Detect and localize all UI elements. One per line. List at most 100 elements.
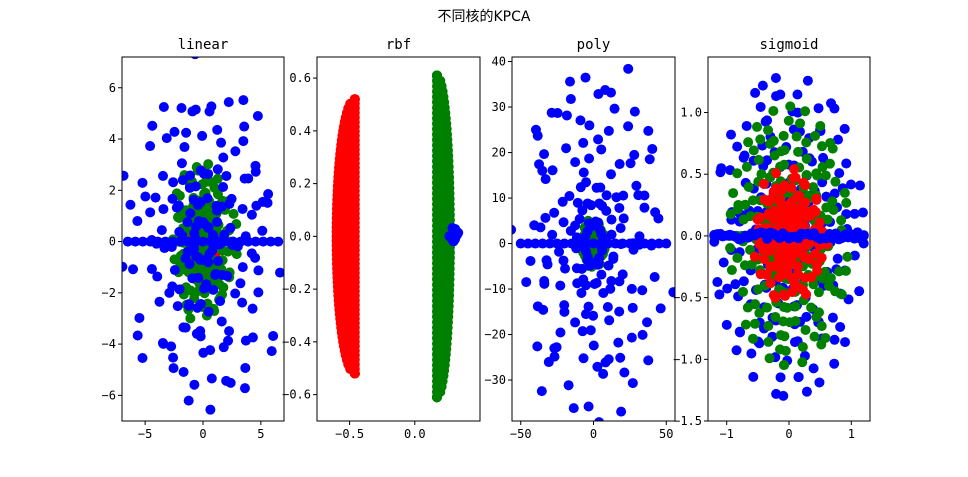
scatter-point-s2 [639,238,650,249]
scatter-point-s2 [230,288,241,299]
scatter-point-s2 [204,106,215,117]
scatter-point-s2 [195,299,206,310]
scatter-point-s2 [771,168,782,179]
scatter-point-s2 [801,289,812,300]
scatter-point-s2 [237,203,248,214]
scatter-point-s2 [774,196,785,207]
subplot-linear: linear −5 0 5 −6 −4 −2 0 2 4 6 [102,37,285,441]
scatter-point-s1 [801,170,812,181]
y-tick-label: 40 [492,55,506,69]
scatter-point-s2 [566,238,577,249]
y-tick-label: 4 [109,132,116,146]
scatter-point-s2 [221,170,232,181]
scatter-point-s2 [275,267,284,278]
scatter-point-s2 [190,57,200,60]
scatter-point-s0 [854,286,865,297]
scatter-point-s2 [789,164,800,175]
scatter-point-s2 [627,378,638,389]
scatter-point-s0 [770,72,781,83]
x-tick-label: −1 [719,427,733,441]
scatter-point-s1 [725,243,736,254]
scatter-point-s2 [212,164,223,175]
y-tick-label: 0.0 [289,229,311,243]
scatter-point-s1 [747,333,758,344]
scatter-point-s1 [791,131,802,142]
scatter-point-s0 [778,390,789,401]
scatter-point-s2 [205,404,216,415]
scatter-point-s2 [147,120,158,131]
scatter-point-s2 [576,263,587,274]
scatter-point-s1 [815,120,826,131]
scatter-point-s1 [801,137,812,148]
scatter-point-s1 [825,272,836,283]
scatter-point-s2 [534,159,545,170]
scatter-point-s1 [748,145,759,156]
scatter-point-s2 [158,204,169,215]
subplot-title: rbf [386,37,411,53]
scatter-point-s1 [797,357,808,368]
subplot-title: poly [577,37,611,53]
scatter-point-s0 [840,337,851,348]
scatter-point-s2 [639,202,650,213]
scatter-point-s1 [228,208,239,219]
scatter-point-s2 [598,368,609,379]
scatter-point-s1 [793,146,804,157]
scatter-point-s0 [814,377,825,388]
scatter-point-s2 [169,265,180,276]
scatter-point-s1 [732,204,743,215]
subplot-sigmoid: sigmoid −1 0 1 −1.5 −1.0 −0.5 0.0 0.5 1.0 [673,37,871,441]
scatter-point-s2 [213,236,224,247]
scatter-point-s2 [167,193,178,204]
scatter-point-s0 [748,371,759,382]
scatter-point-s2 [257,225,268,236]
scatter-point-s2 [577,205,588,216]
scatter-points [122,57,284,415]
scatter-point-s2 [160,236,171,247]
scatter-point-s2 [197,130,208,141]
scatter-point-s2 [224,326,235,337]
scatter-point-s2 [152,236,163,247]
scatter-point-s2 [263,189,274,200]
scatter-point-s2 [122,236,133,247]
scatter-point-s2 [559,306,570,317]
scatter-point-s1 [203,159,214,170]
scatter-point-s2 [555,280,566,291]
scatter-point-s2 [552,238,563,249]
scatter-point-s2 [588,340,599,351]
scatter-point-s2 [758,178,769,189]
scatter-point-s2 [537,238,548,249]
scatter-point-s2 [134,312,145,323]
scatter-point-s1 [783,115,794,126]
scatter-point-s2 [578,353,589,364]
scatter-point-s1 [750,318,761,329]
scatter-point-s2 [168,363,179,374]
scatter-point-s2 [575,115,586,126]
scatter-points [709,72,869,401]
scatter-point-s2 [554,246,565,257]
scatter-point-s0 [732,141,743,152]
scatter-point-s2 [225,222,236,233]
y-tick-label: 0.2 [289,177,311,191]
scatter-point-s2 [606,229,617,240]
scatter-point-s2 [218,181,229,192]
scatter-point-s1 [810,130,821,141]
scatter-point-s0 [829,358,840,369]
scatter-point-s2 [754,239,765,250]
y-tick-label: −30 [484,373,506,387]
x-tick-label: 5 [257,427,264,441]
scatter-point-s2 [572,197,583,208]
scatter-point-s2 [811,193,822,204]
scatter-point-s2 [243,236,254,247]
scatter-point-s2 [790,172,801,183]
scatter-point-s2 [177,175,188,186]
scatter-points [331,70,464,403]
scatter-point-s2 [182,236,193,247]
scatter-point-s1 [836,215,847,226]
y-tick-label: 0 [109,235,116,249]
scatter-point-s2 [613,337,624,348]
scatter-point-s2 [158,338,169,349]
scatter-point-s2 [145,207,156,218]
scatter-point-s0 [349,94,360,105]
scatter-point-s2 [643,355,654,366]
scatter-point-s2 [266,346,277,357]
